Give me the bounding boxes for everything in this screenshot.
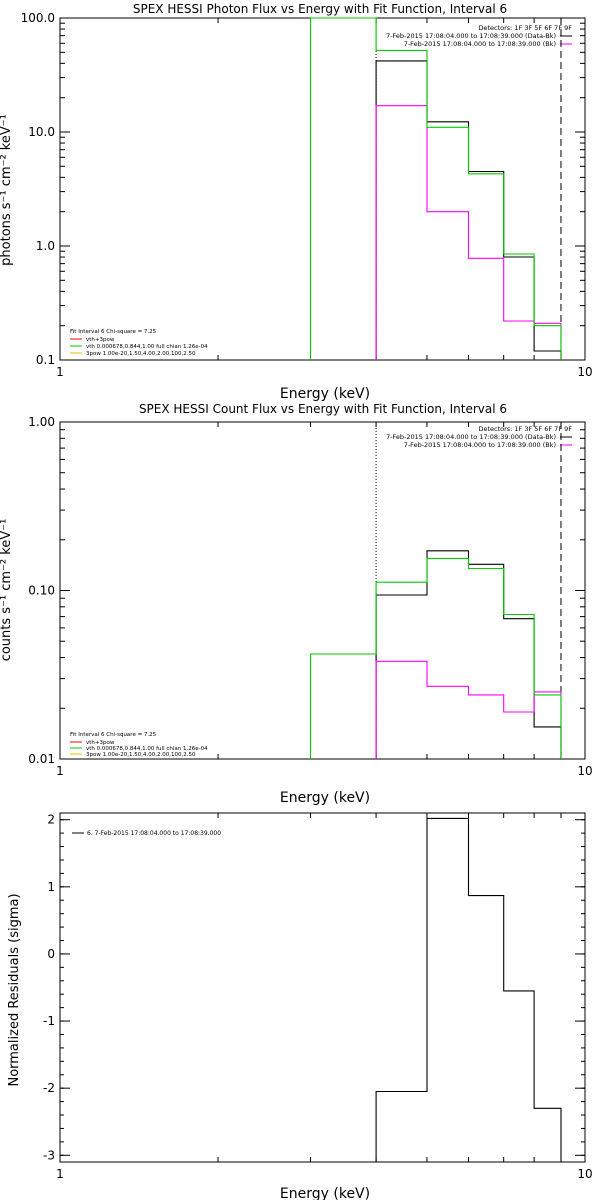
photon-plot-area: 1 10 0.1 1.0 10.0 100.0 bbox=[21, 11, 593, 379]
photon-legend-entry-data: 7-Feb-2015 17:08:04.000 to 17:08:39.000 … bbox=[386, 32, 556, 40]
count-fit-entry-3pow: 3pow 1.00e-20,1.50,4.00,2.00,100,2.50 bbox=[86, 752, 196, 758]
photon-fit-entry-vth: vth 0.000678,0.844,1.00 full chian 1.26e… bbox=[86, 344, 208, 350]
count-flux-panel: SPEX HESSI Count Flux vs Energy with Fit… bbox=[0, 402, 593, 806]
count-legend-bottom: Fit Interval 6 Chi-square = 7.25 vth+3po… bbox=[70, 732, 208, 758]
count-y-tick-label: 0.10 bbox=[28, 584, 55, 598]
residuals-x-axis-label: Energy (keV) bbox=[280, 1186, 370, 1200]
count-y-axis-label: counts s⁻¹ cm⁻² keV⁻¹ bbox=[0, 519, 14, 662]
photon-legend-top: Detectors: 1F 3F 5F 6F 7F 9F 7-Feb-2015 … bbox=[386, 24, 572, 48]
residuals-plot-area: 1 10 -3 -2 -1 0 1 2 bbox=[43, 812, 593, 1181]
residuals-legend: 6. 7-Feb-2015 17:08:04.000 to 17:08:39.0… bbox=[72, 830, 221, 837]
photon-x-tick-label: 1 bbox=[56, 365, 64, 379]
photon-x-tick-label: 10 bbox=[577, 365, 592, 379]
photon-axes-frame bbox=[59, 17, 586, 361]
photon-series-2-line bbox=[309, 17, 562, 360]
count-legend-header: Detectors: 1F 3F 5F 6F 7F 9F bbox=[478, 425, 572, 433]
photon-y-tick-label: 100.0 bbox=[21, 11, 55, 25]
count-x-axis-label: Energy (keV) bbox=[280, 790, 370, 806]
residuals-x-tick-label: 10 bbox=[577, 1167, 592, 1181]
photon-flux-panel: SPEX HESSI Photon Flux vs Energy with Fi… bbox=[0, 2, 593, 402]
photon-y-axis-label: photons s⁻¹ cm⁻² keV⁻¹ bbox=[0, 114, 14, 266]
residuals-y-tick-label: 0 bbox=[47, 947, 55, 961]
photon-x-axis-label: Energy (keV) bbox=[280, 386, 370, 402]
count-x-tick-label: 1 bbox=[56, 764, 64, 778]
count-y-tick-label: 0.01 bbox=[28, 752, 55, 766]
photon-legend-entry-bk: 7-Feb-2015 17:08:04.000 to 17:08:39.000 … bbox=[404, 40, 556, 48]
photon-fit-header: Fit Interval 6 Chi-square = 7.25 bbox=[70, 329, 157, 335]
photon-series-1-line bbox=[375, 105, 562, 360]
count-series-1-line bbox=[375, 660, 562, 759]
residuals-axes-frame bbox=[59, 812, 586, 1163]
count-legend-entry-data: 7-Feb-2015 17:08:04.000 to 17:08:39.000 … bbox=[386, 433, 556, 441]
count-fit-entry-total: vth+3pow bbox=[86, 740, 115, 746]
count-legend-top: Detectors: 1F 3F 5F 6F 7F 9F 7-Feb-2015 … bbox=[386, 425, 572, 449]
residuals-x-tick-label: 1 bbox=[56, 1167, 64, 1181]
photon-y-tick-label: 0.1 bbox=[36, 353, 55, 367]
count-series-0-line bbox=[375, 550, 562, 759]
photon-legend-header: Detectors: 1F 3F 5F 6F 7F 9F bbox=[478, 24, 572, 32]
photon-panel-title: SPEX HESSI Photon Flux vs Energy with Fi… bbox=[133, 2, 507, 16]
photon-y-tick-label: 10.0 bbox=[28, 125, 55, 139]
count-fit-header: Fit Interval 6 Chi-square = 7.25 bbox=[70, 732, 157, 738]
residuals-y-tick-label: -1 bbox=[43, 1014, 55, 1028]
residuals-y-tick-label: 2 bbox=[47, 813, 55, 827]
count-x-tick-label: 10 bbox=[577, 764, 592, 778]
photon-legend-bottom: Fit Interval 6 Chi-square = 7.25 vth+3po… bbox=[70, 329, 208, 357]
residuals-y-axis-label: Normalized Residuals (sigma) bbox=[7, 893, 22, 1086]
photon-fit-entry-total: vth+3pow bbox=[86, 337, 115, 343]
residuals-series-0-line bbox=[375, 817, 562, 1162]
count-axes-frame bbox=[59, 421, 586, 760]
count-panel-title: SPEX HESSI Count Flux vs Energy with Fit… bbox=[139, 402, 507, 416]
residuals-legend-entry: 6. 7-Feb-2015 17:08:04.000 to 17:08:39.0… bbox=[87, 830, 221, 837]
count-y-tick-label: 1.00 bbox=[28, 415, 55, 429]
photon-fit-entry-3pow: 3pow 1.00e-20,1.50,4.00,2.00,100,2.50 bbox=[86, 351, 196, 357]
count-plot-area: 1 10 0.01 0.10 1.00 bbox=[28, 415, 592, 778]
residuals-y-tick-label: -2 bbox=[43, 1081, 55, 1095]
photon-series-0-line bbox=[375, 60, 562, 360]
count-legend-entry-bk: 7-Feb-2015 17:08:04.000 to 17:08:39.000 … bbox=[404, 441, 556, 449]
residuals-y-tick-label: -3 bbox=[43, 1148, 55, 1162]
residuals-panel: 6. 7-Feb-2015 17:08:04.000 to 17:08:39.0… bbox=[7, 812, 593, 1200]
count-series-2-line bbox=[309, 557, 562, 759]
photon-y-tick-label: 1.0 bbox=[36, 239, 55, 253]
count-fit-entry-vth: vth 0.000678,0.844,1.00 full chian 1.26e… bbox=[86, 746, 208, 752]
residuals-y-tick-label: 1 bbox=[47, 880, 55, 894]
